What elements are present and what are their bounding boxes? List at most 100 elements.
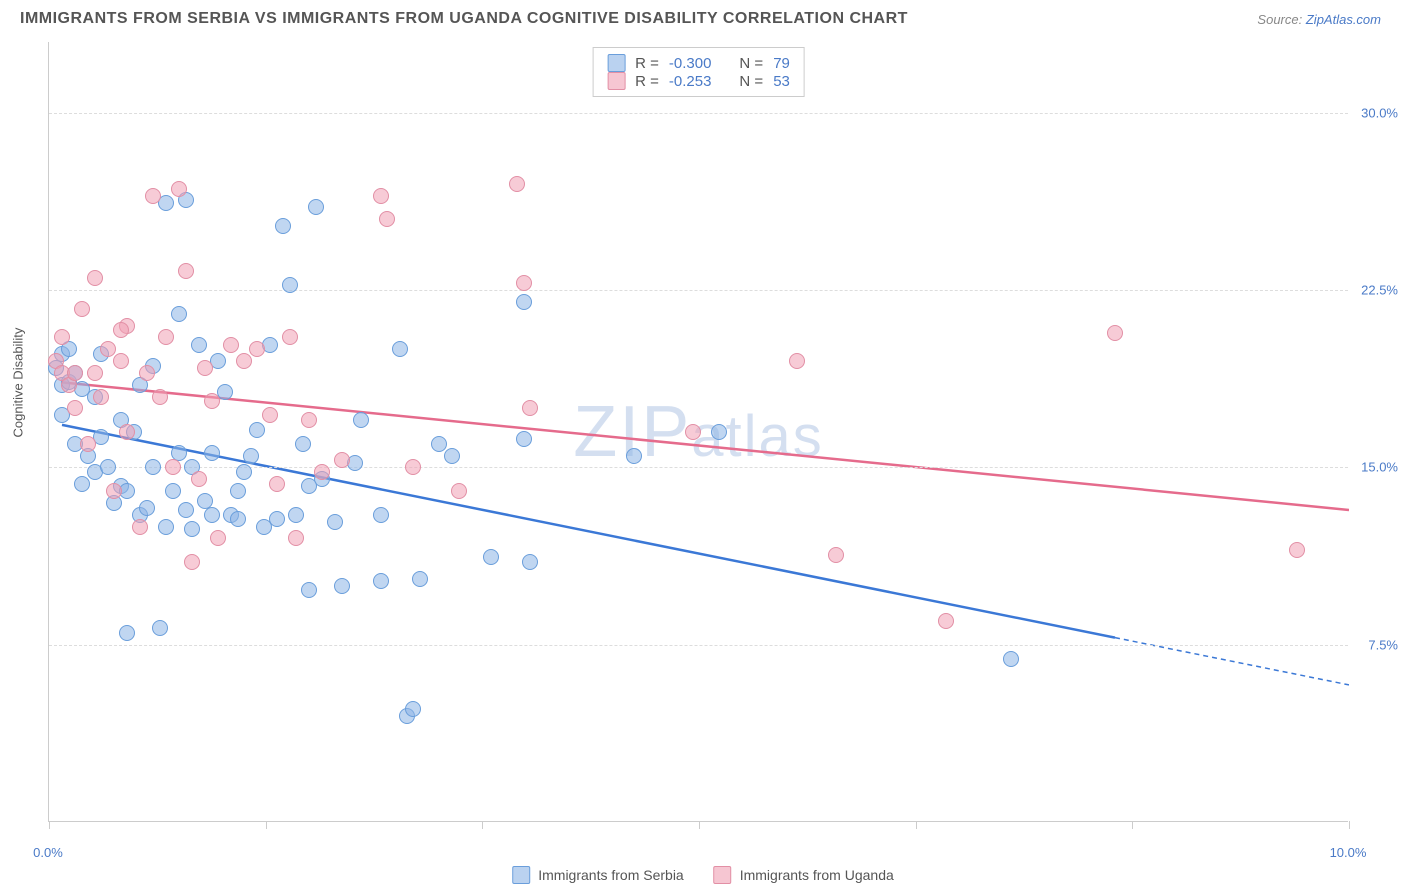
data-point: [334, 452, 350, 468]
data-point: [119, 625, 135, 641]
data-point: [412, 571, 428, 587]
data-point: [93, 389, 109, 405]
data-point: [197, 360, 213, 376]
data-point: [236, 464, 252, 480]
data-point: [282, 329, 298, 345]
source-label: Source:: [1257, 12, 1302, 27]
y-tick-label: 30.0%: [1361, 105, 1398, 120]
gridline: [49, 645, 1348, 646]
legend-row-serbia: R = -0.300 N = 79: [607, 54, 790, 72]
data-point: [152, 620, 168, 636]
swatch-serbia: [607, 54, 625, 72]
data-point: [67, 365, 83, 381]
data-point: [165, 459, 181, 475]
source: Source: ZipAtlas.com: [1257, 12, 1381, 27]
x-tick: [1132, 821, 1133, 829]
data-point: [100, 459, 116, 475]
data-point: [1003, 651, 1019, 667]
data-point: [87, 365, 103, 381]
data-point: [74, 301, 90, 317]
data-point: [288, 507, 304, 523]
data-point: [282, 277, 298, 293]
n-val-uganda: 53: [773, 73, 790, 90]
data-point: [113, 322, 129, 338]
data-point: [522, 554, 538, 570]
data-point: [139, 365, 155, 381]
data-point: [405, 459, 421, 475]
data-point: [334, 578, 350, 594]
x-tick-label-left: 0.0%: [33, 845, 63, 860]
data-point: [74, 476, 90, 492]
data-point: [152, 389, 168, 405]
data-point: [626, 448, 642, 464]
n-label: N =: [739, 55, 763, 72]
data-point: [269, 511, 285, 527]
data-point: [178, 502, 194, 518]
data-point: [54, 329, 70, 345]
x-tick: [916, 821, 917, 829]
n-label2: N =: [739, 73, 763, 90]
data-point: [262, 407, 278, 423]
data-point: [171, 181, 187, 197]
data-point: [204, 445, 220, 461]
legend-item-uganda: Immigrants from Uganda: [714, 866, 894, 884]
data-point: [236, 353, 252, 369]
data-point: [191, 471, 207, 487]
data-point: [145, 188, 161, 204]
data-point: [87, 270, 103, 286]
data-point: [230, 483, 246, 499]
data-point: [308, 199, 324, 215]
legend-bottom: Immigrants from Serbia Immigrants from U…: [512, 866, 894, 884]
data-point: [516, 275, 532, 291]
data-point: [483, 549, 499, 565]
data-point: [100, 341, 116, 357]
r-label: R =: [635, 55, 659, 72]
plot-area: ZIPatlas R = -0.300 N = 79 R = -0.253 N …: [48, 42, 1348, 822]
y-tick-label: 15.0%: [1361, 460, 1398, 475]
data-point: [158, 329, 174, 345]
trend-line: [62, 382, 1349, 510]
data-point: [119, 424, 135, 440]
x-tick-label-right: 10.0%: [1330, 845, 1367, 860]
x-tick: [699, 821, 700, 829]
y-tick-label: 22.5%: [1361, 283, 1398, 298]
data-point: [249, 341, 265, 357]
data-point: [171, 306, 187, 322]
y-axis-label: Cognitive Disability: [11, 328, 26, 438]
data-point: [431, 436, 447, 452]
data-point: [295, 436, 311, 452]
data-point: [301, 412, 317, 428]
data-point: [516, 431, 532, 447]
data-point: [314, 464, 330, 480]
data-point: [230, 511, 246, 527]
data-point: [204, 393, 220, 409]
data-point: [243, 448, 259, 464]
data-point: [249, 422, 265, 438]
data-point: [80, 436, 96, 452]
legend-item-serbia: Immigrants from Serbia: [512, 866, 683, 884]
data-point: [301, 478, 317, 494]
legend-label-serbia: Immigrants from Serbia: [538, 867, 683, 883]
r-val-serbia: -0.300: [669, 55, 712, 72]
data-point: [327, 514, 343, 530]
data-point: [353, 412, 369, 428]
data-point: [178, 263, 194, 279]
data-point: [269, 476, 285, 492]
chart-title: IMMIGRANTS FROM SERBIA VS IMMIGRANTS FRO…: [20, 10, 908, 28]
data-point: [223, 337, 239, 353]
y-tick-label: 7.5%: [1368, 637, 1398, 652]
x-tick: [49, 821, 50, 829]
data-point: [139, 500, 155, 516]
data-point: [1289, 542, 1305, 558]
source-value[interactable]: ZipAtlas.com: [1306, 12, 1381, 27]
data-point: [938, 613, 954, 629]
data-point: [373, 507, 389, 523]
r-val-uganda: -0.253: [669, 73, 712, 90]
data-point: [184, 521, 200, 537]
data-point: [516, 294, 532, 310]
data-point: [1107, 325, 1123, 341]
data-point: [789, 353, 805, 369]
data-point: [392, 341, 408, 357]
data-point: [191, 337, 207, 353]
data-point: [711, 424, 727, 440]
